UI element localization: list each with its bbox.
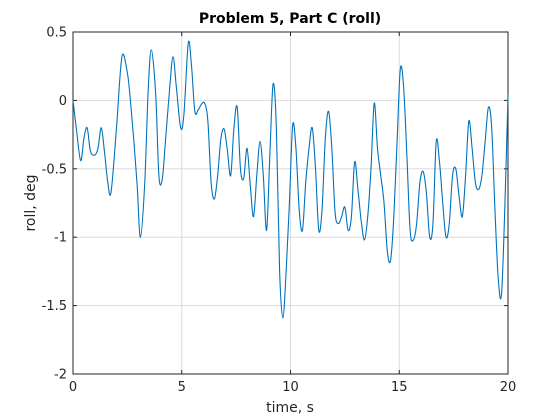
x-tick-label: 20 (500, 380, 517, 395)
chart-title: Problem 5, Part C (roll) (199, 11, 381, 27)
y-tick-label: 0 (59, 94, 67, 109)
y-tick-label: -1.5 (42, 299, 67, 314)
x-axis-label: time, s (266, 400, 314, 416)
x-tick-label: 10 (282, 380, 299, 395)
x-tick-label: 15 (391, 380, 408, 395)
y-tick-label: -0.5 (42, 162, 67, 177)
x-tick-label: 0 (69, 380, 77, 395)
y-tick-label: -1 (54, 231, 67, 246)
x-tick-label: 5 (178, 380, 186, 395)
y-tick-label: 0.5 (46, 26, 67, 41)
axes (72, 31, 509, 375)
tick-labels: 0 5 10 15 20 -2 -1.5 -1 -0.5 0 0.5 (42, 26, 517, 396)
y-axis-label: roll, deg (23, 174, 39, 231)
series-line-roll (72, 40, 509, 319)
y-tick-label: -2 (54, 368, 67, 383)
